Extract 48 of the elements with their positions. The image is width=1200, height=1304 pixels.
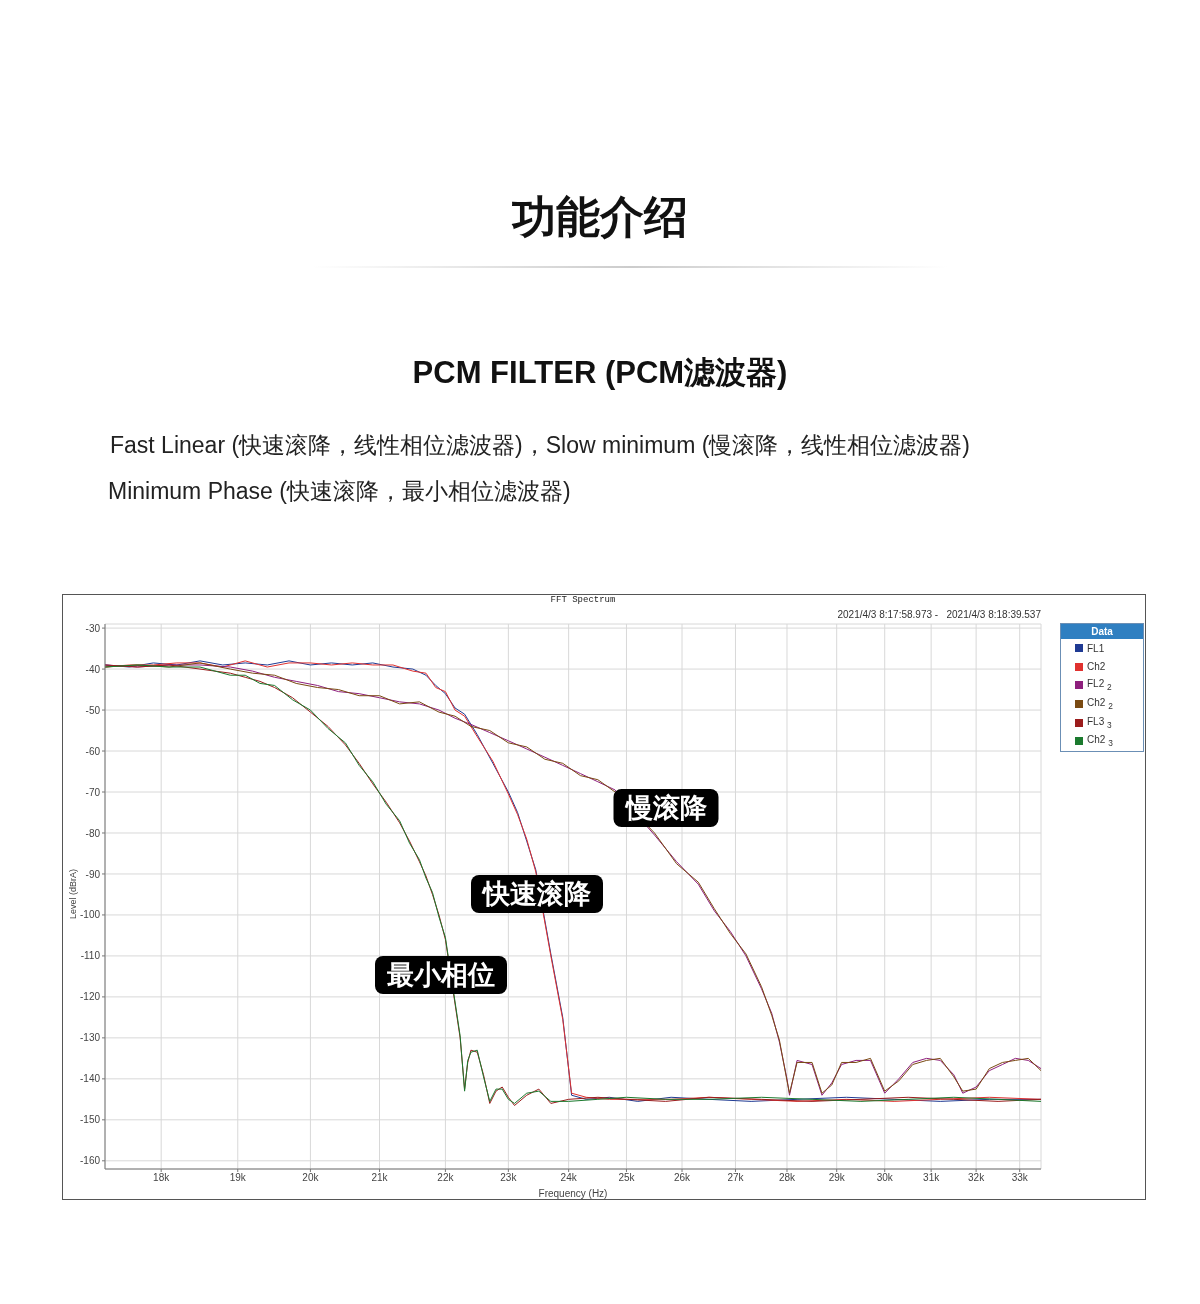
- y-tick-label: -130: [79, 1032, 101, 1044]
- x-tick-label: 20k: [302, 1172, 320, 1184]
- annotation: 最小相位: [387, 960, 495, 990]
- legend-label: Ch2: [1087, 661, 1106, 673]
- y-tick-label: -140: [79, 1073, 101, 1085]
- legend-label: FL1: [1087, 642, 1105, 654]
- legend-label: Ch2 $_{3}$: [1087, 734, 1113, 749]
- y-tick-label: -90: [85, 868, 101, 880]
- x-tick-label: 25k: [618, 1172, 636, 1184]
- chart-subtitle: PCM FILTER (PCM滤波器): [412, 355, 788, 390]
- x-tick-label: 30k: [876, 1172, 894, 1184]
- legend-title: Data: [1061, 624, 1143, 639]
- legend-label: Ch2 $_{2}$: [1087, 697, 1113, 712]
- legend-label: FL3 $_{3}$: [1087, 715, 1112, 730]
- x-axis-title: Frequency (Hz): [538, 1188, 608, 1199]
- y-tick-label: -40: [85, 663, 101, 675]
- y-tick-label: -50: [85, 704, 101, 716]
- y-tick-label: -60: [85, 745, 101, 757]
- annotation: 快速滚降: [483, 879, 591, 909]
- y-tick-label: -30: [85, 622, 101, 634]
- x-tick-label: 32k: [968, 1172, 986, 1184]
- x-tick-label: 33k: [1011, 1172, 1029, 1184]
- text: Fast Linear (快速滚降，线性相位滤波器)，Slow minimum (慢滚降，线性相位滤波器): [110, 432, 970, 458]
- x-tick-label: 24k: [560, 1172, 578, 1184]
- y-tick-label: -160: [79, 1155, 101, 1167]
- x-tick-label: 27k: [727, 1172, 745, 1184]
- y-tick-label: -120: [79, 991, 101, 1003]
- x-tick-label: 29k: [828, 1172, 846, 1184]
- text: Minimum Phase (快速滚降，最小相位滤波器): [108, 478, 571, 504]
- x-tick-label: 26k: [673, 1172, 692, 1184]
- x-tick-label: 22k: [437, 1172, 455, 1184]
- annotation: 慢滚降: [625, 793, 707, 823]
- text: 2021/4/3 8:17:58.973 - 2021/4/3 8:18:39.537: [837, 609, 1041, 620]
- x-tick-label: 28k: [778, 1172, 797, 1184]
- y-tick-label: -70: [85, 786, 101, 798]
- x-tick-label: 23k: [500, 1172, 518, 1184]
- x-tick-label: 31k: [923, 1172, 941, 1184]
- legend-label: FL2 $_{2}$: [1087, 678, 1112, 693]
- chart-title: 功能介绍: [511, 191, 689, 243]
- x-tick-label: 18k: [153, 1172, 171, 1184]
- y-tick-label: -80: [85, 827, 101, 839]
- y-tick-label: -100: [79, 909, 101, 921]
- y-tick-label: -110: [80, 950, 101, 962]
- y-axis-title: Level (dBrA): [68, 868, 78, 920]
- x-tick-label: 19k: [229, 1172, 247, 1184]
- text: FFT Spectrum: [550, 595, 616, 605]
- x-tick-label: 21k: [371, 1172, 389, 1184]
- y-tick-label: -150: [79, 1114, 101, 1126]
